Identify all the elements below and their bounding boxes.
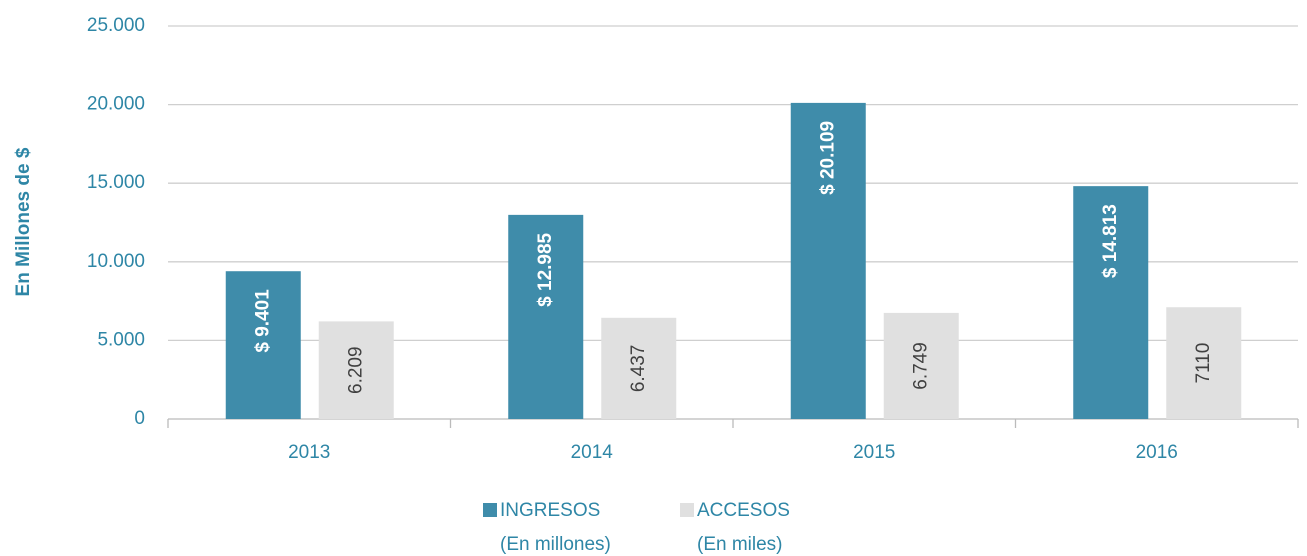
legend-unit: (En miles) [697, 534, 783, 555]
y-tick-label: 0 [134, 408, 145, 429]
y-tick-label: 15.000 [87, 172, 145, 193]
y-tick-label: 10.000 [87, 251, 145, 272]
y-axis-label: En Millones de $ [13, 147, 34, 296]
bar [225, 271, 301, 419]
bar [508, 214, 584, 419]
bar [883, 312, 959, 419]
y-tick-label: 20.000 [87, 94, 145, 115]
bar [1166, 307, 1242, 419]
y-tick-label: 25.000 [87, 15, 145, 36]
x-tick-label: 2015 [853, 442, 895, 463]
legend-unit: (En millones) [500, 534, 611, 555]
bar [1073, 186, 1149, 419]
value-label: 6.437 [628, 345, 649, 393]
legend-label: ACCESOS [697, 500, 790, 521]
y-tick-label: 5.000 [97, 329, 145, 350]
value-label: 6.209 [345, 346, 366, 394]
value-label: $ 20.109 [817, 121, 838, 195]
bar [601, 317, 677, 419]
value-label: $ 14.813 [1100, 204, 1121, 278]
value-label: $ 12.985 [535, 232, 556, 306]
legend-swatch [483, 503, 497, 517]
x-tick-label: 2016 [1136, 442, 1178, 463]
value-label: 6.749 [910, 342, 931, 390]
value-label: 7110 [1193, 343, 1214, 384]
bar [318, 321, 394, 419]
bar [790, 102, 866, 419]
legend-label: INGRESOS [500, 500, 600, 521]
legend-swatch [680, 503, 694, 517]
x-tick-label: 2013 [288, 442, 330, 463]
value-label: $ 9.401 [252, 289, 273, 353]
x-tick-label: 2014 [571, 442, 614, 463]
